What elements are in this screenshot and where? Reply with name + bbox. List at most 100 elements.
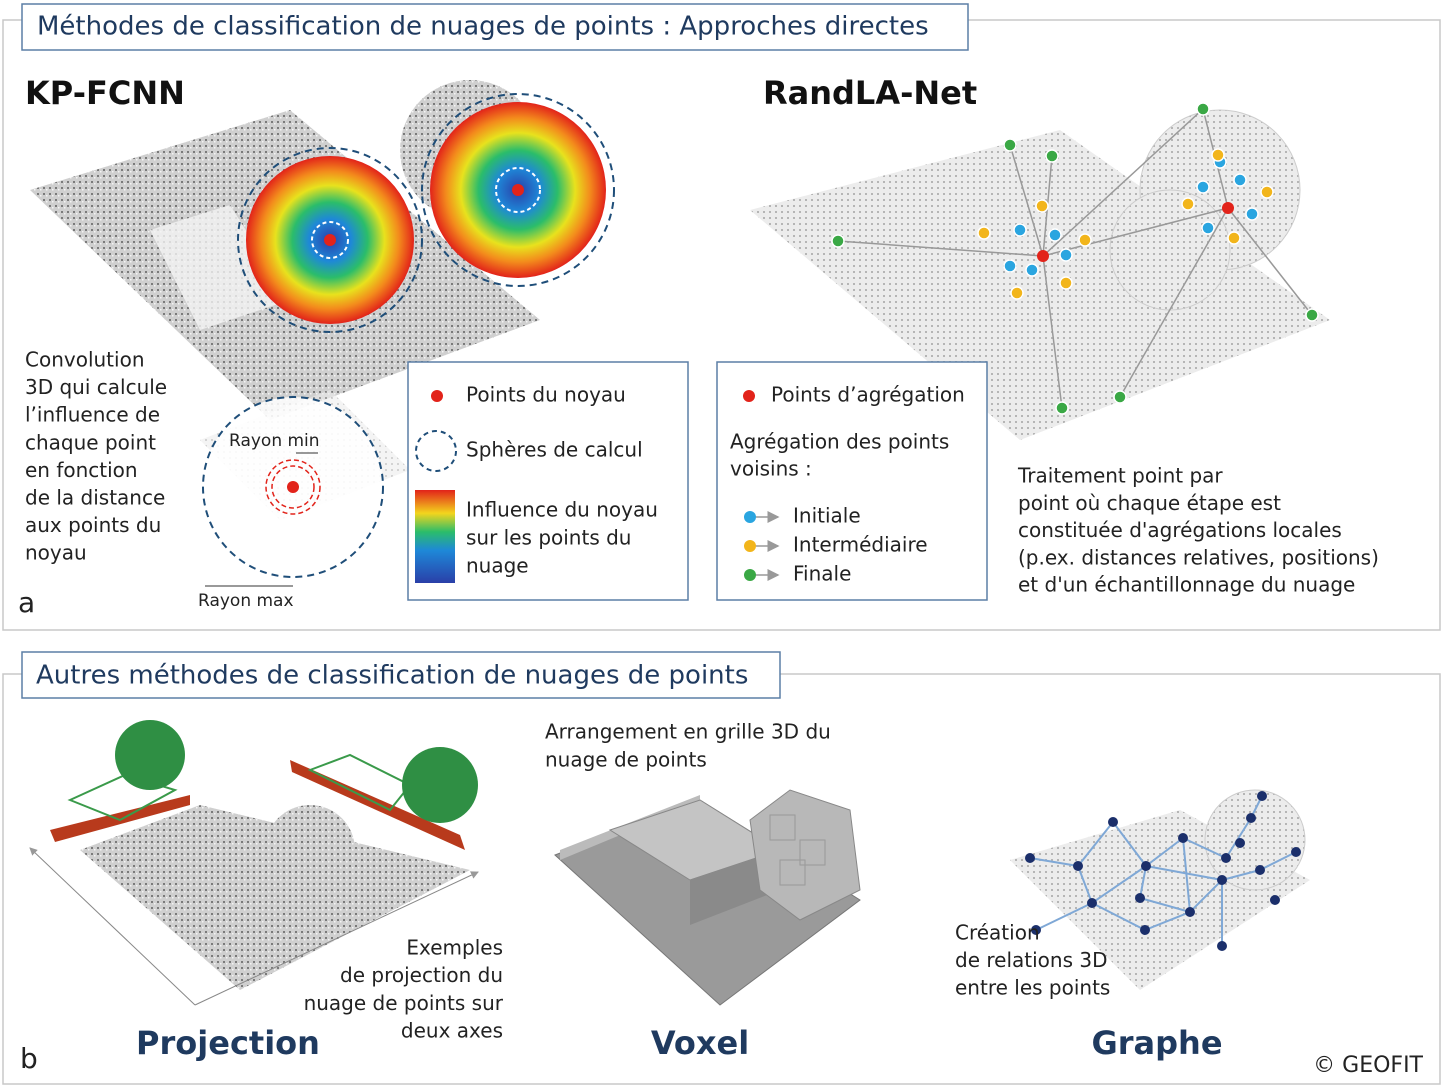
radius-label: Rayon max xyxy=(198,591,294,611)
description-line: en fonction xyxy=(25,458,138,482)
projection-illustration xyxy=(265,805,355,895)
legend-heading: Agrégation des points xyxy=(730,430,949,454)
caption-line: de projection du xyxy=(340,963,503,987)
randla-illustration xyxy=(832,235,844,247)
radius-label: Rayon min xyxy=(229,431,320,451)
description-line: noyau xyxy=(25,541,87,565)
graphe-illustration xyxy=(1270,895,1280,905)
graphe-illustration xyxy=(1087,898,1097,908)
caption-line: Arrangement en grille 3D du xyxy=(545,720,831,744)
aggregation-legend-box xyxy=(744,511,756,523)
description-line: et d'un échantillonnage du nuage xyxy=(1018,573,1355,597)
kernel-legend-box xyxy=(431,390,443,402)
graphe-illustration xyxy=(1140,925,1150,935)
kernel-legend-box xyxy=(415,490,455,583)
graphe-illustration xyxy=(1255,865,1265,875)
randla-illustration xyxy=(1261,186,1273,198)
description-line: chaque point xyxy=(25,430,156,454)
method-name: Graphe xyxy=(1091,1024,1222,1062)
legend-entry: Intermédiaire xyxy=(793,533,928,557)
kpfcnn-illustration xyxy=(324,234,336,246)
legend-entry: Finale xyxy=(793,562,851,586)
randla-illustration xyxy=(1197,181,1209,193)
projection-illustration xyxy=(402,747,478,823)
legend-entry: Initiale xyxy=(793,504,861,528)
caption-line: entre les points xyxy=(955,976,1110,1000)
randla-illustration xyxy=(1011,287,1023,299)
caption-line: Exemples xyxy=(406,936,503,960)
graphe-illustration xyxy=(1025,853,1035,863)
method-name: Voxel xyxy=(651,1024,749,1062)
randla-illustration xyxy=(978,227,990,239)
method-name: Projection xyxy=(136,1024,320,1062)
randla-illustration xyxy=(1234,174,1246,186)
panel-label: a xyxy=(18,586,35,619)
graphe-illustration xyxy=(1073,861,1083,871)
randla-illustration xyxy=(1212,149,1224,161)
description-line: aux points du xyxy=(25,513,161,537)
graphe-illustration xyxy=(1135,893,1145,903)
randla-illustration xyxy=(1026,264,1038,276)
graphe-illustration xyxy=(1108,817,1118,827)
voxel-illustration xyxy=(555,790,860,1005)
randla-illustration xyxy=(1046,150,1058,162)
graphe-illustration xyxy=(1141,861,1151,871)
graphe-illustration xyxy=(1217,875,1227,885)
legend-entry: Points du noyau xyxy=(466,383,626,407)
randla-illustration xyxy=(1182,198,1194,210)
aggregation-legend-box xyxy=(744,569,756,581)
randla-illustration xyxy=(1202,222,1214,234)
randla-illustration xyxy=(1079,234,1091,246)
caption-line: nuage de points sur xyxy=(304,991,504,1015)
graphe-illustration xyxy=(1246,813,1256,823)
description-line: (p.ex. distances relatives, positions) xyxy=(1018,545,1379,569)
description-line: point où chaque étape est xyxy=(1018,491,1281,515)
panel-label: b xyxy=(20,1042,38,1075)
randla-illustration xyxy=(1004,260,1016,272)
description-line: 3D qui calcule xyxy=(25,375,167,399)
radius-diagram xyxy=(287,481,299,493)
legend-entry: Points d’agrégation xyxy=(771,383,965,407)
graphe-illustration xyxy=(1205,790,1305,890)
randla-illustration xyxy=(1049,229,1061,241)
projection-illustration xyxy=(115,720,185,790)
graphe-illustration xyxy=(1185,907,1195,917)
aggregation-legend-box xyxy=(743,390,755,402)
caption-line: Création xyxy=(955,921,1040,945)
legend-entry: Influence du noyau xyxy=(466,498,658,522)
randla-illustration xyxy=(1036,200,1048,212)
kpfcnn-illustration xyxy=(512,184,524,196)
radius-diagram xyxy=(200,390,410,586)
randla-illustration xyxy=(1037,250,1049,262)
randla-illustration xyxy=(1228,232,1240,244)
legend-heading: voisins : xyxy=(730,457,812,481)
randla-illustration xyxy=(1246,208,1258,220)
description-line: de la distance xyxy=(25,486,165,510)
randla-illustration xyxy=(1014,224,1026,236)
method-title: RandLA-Net xyxy=(763,74,977,112)
panel-title: Méthodes de classification de nuages de … xyxy=(37,12,929,42)
randla-illustration xyxy=(1056,402,1068,414)
graphe-illustration xyxy=(1221,853,1231,863)
randla-illustration xyxy=(1004,139,1016,151)
figure: Méthodes de classification de nuages de … xyxy=(0,0,1446,1088)
graphe-illustration xyxy=(1291,847,1301,857)
description-line: Convolution xyxy=(25,348,145,372)
randla-illustration xyxy=(1114,391,1126,403)
caption-line: nuage de points xyxy=(545,748,707,772)
description-line: l’influence de xyxy=(25,403,160,427)
copyright: © GEOFIT xyxy=(1313,1053,1423,1078)
randla-illustration xyxy=(1060,249,1072,261)
panel-title: Autres méthodes de classification de nua… xyxy=(36,661,748,691)
graphe-illustration xyxy=(1217,941,1227,951)
graphe-illustration xyxy=(1178,833,1188,843)
legend-entry: Sphères de calcul xyxy=(466,438,643,462)
method-title: KP-FCNN xyxy=(25,74,185,112)
randla-illustration xyxy=(1222,202,1234,214)
randla-illustration xyxy=(1197,103,1209,115)
caption-line: deux axes xyxy=(401,1019,503,1043)
legend-entry: sur les points du xyxy=(466,526,631,550)
caption-line: de relations 3D xyxy=(955,948,1107,972)
description-line: constituée d'agrégations locales xyxy=(1018,518,1342,542)
aggregation-legend-box xyxy=(744,540,756,552)
